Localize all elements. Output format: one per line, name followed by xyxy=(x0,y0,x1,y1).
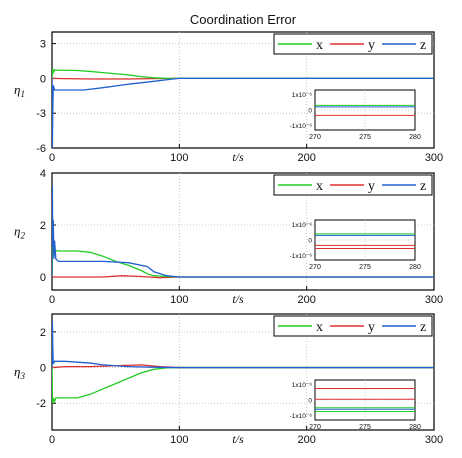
y-tick-label: 2 xyxy=(40,220,46,232)
x-tick-label: 300 xyxy=(425,434,443,446)
panel-3: 0 100 200 300 t/s 2 0 -2 η3 x y z 270 275 280 1x10⁻⁶ 0 -1… xyxy=(14,313,443,446)
y-axis-label-subscript: 2 xyxy=(20,231,25,241)
y-tick-label: 4 xyxy=(40,168,46,180)
x-tick-label: 200 xyxy=(297,434,315,446)
x-axis-label: t/s xyxy=(232,432,244,446)
y-tick-label: -3 xyxy=(36,108,46,120)
y-axis-label: η2 xyxy=(14,224,25,241)
y-axis-label-subscript: 1 xyxy=(20,89,25,99)
panel-1: 0 100 200 300 t/s 3 0 -3 -6 η1 x y z 270 275 280 1x10⁻⁶ 0… xyxy=(14,31,443,164)
x-tick-label: 300 xyxy=(425,152,443,164)
y-tick-label: 3 xyxy=(40,39,46,51)
y-tick-label: -2 xyxy=(36,398,46,410)
legend-label-y: y xyxy=(368,179,375,194)
x-tick-label: 100 xyxy=(170,434,188,446)
inset-x-tick-label: 280 xyxy=(409,264,421,271)
x-tick-label: 200 xyxy=(297,294,315,306)
y-axis-label: η3 xyxy=(14,364,25,381)
series-line-x xyxy=(52,68,434,80)
legend-label-x: x xyxy=(316,320,323,335)
inset-x-tick-label: 280 xyxy=(409,134,421,141)
legend-label-x: x xyxy=(316,179,323,194)
inset-plot: 270 275 280 1x10⁻⁶ 0 -1x10⁻⁶ xyxy=(290,379,421,431)
y-axis-label-subscript: 3 xyxy=(19,371,25,381)
series-line-z xyxy=(52,185,434,278)
x-axis-label: t/s xyxy=(232,150,244,164)
inset-x-tick-label: 275 xyxy=(359,264,371,271)
inset-plot: 270 275 280 1x10⁻⁶ 0 -1x10⁻⁶ xyxy=(290,89,421,141)
legend-label-z: z xyxy=(420,38,426,53)
inset-y-tick-label: -1x10⁻⁶ xyxy=(290,413,313,420)
x-tick-label: 200 xyxy=(297,152,315,164)
inset-y-tick-label: 1x10⁻⁶ xyxy=(292,222,313,229)
x-tick-label: 100 xyxy=(170,294,188,306)
series-line-x xyxy=(52,366,434,404)
legend-label-z: z xyxy=(420,320,426,335)
inset-y-tick-label: 0 xyxy=(308,108,312,115)
y-tick-label: -6 xyxy=(36,143,46,155)
series-line-z xyxy=(52,77,434,148)
x-tick-label: 0 xyxy=(49,434,55,446)
series-line-z xyxy=(52,321,434,369)
inset-x-tick-label: 275 xyxy=(359,134,371,141)
inset-x-tick-label: 270 xyxy=(309,134,321,141)
x-tick-label: 0 xyxy=(49,152,55,164)
inset-y-tick-label: 1x10⁻⁶ xyxy=(292,382,313,389)
chart-title: Coordination Error xyxy=(190,12,297,27)
x-axis-label: t/s xyxy=(232,292,244,306)
legend-label-x: x xyxy=(316,38,323,53)
inset-y-tick-label: -1x10⁻⁶ xyxy=(290,253,313,260)
legend-label-y: y xyxy=(368,320,375,335)
legend-label-z: z xyxy=(420,179,426,194)
y-tick-label: 2 xyxy=(40,327,46,339)
y-tick-label: 0 xyxy=(40,73,46,85)
panel-2: 0 100 200 300 t/s 4 2 0 η2 x y z 270 275 280 1x10⁻⁶ 0 -1x… xyxy=(14,168,443,306)
inset-plot: 270 275 280 1x10⁻⁶ 0 -1x10⁻⁶ xyxy=(290,219,421,271)
legend-label-y: y xyxy=(368,38,375,53)
x-tick-label: 100 xyxy=(170,152,188,164)
inset-y-tick-label: 0 xyxy=(308,238,312,245)
inset-x-tick-label: 270 xyxy=(309,264,321,271)
x-tick-label: 300 xyxy=(425,294,443,306)
y-tick-label: 0 xyxy=(40,272,46,284)
inset-y-tick-label: 0 xyxy=(308,398,312,405)
y-axis-label: η1 xyxy=(14,82,25,99)
inset-x-tick-label: 270 xyxy=(309,424,321,431)
y-tick-label: 0 xyxy=(40,363,46,375)
inset-x-tick-label: 275 xyxy=(359,424,371,431)
inset-y-tick-label: 1x10⁻⁶ xyxy=(292,92,313,99)
inset-y-tick-label: -1x10⁻⁶ xyxy=(290,123,313,130)
inset-x-tick-label: 280 xyxy=(409,424,421,431)
x-tick-label: 0 xyxy=(49,294,55,306)
